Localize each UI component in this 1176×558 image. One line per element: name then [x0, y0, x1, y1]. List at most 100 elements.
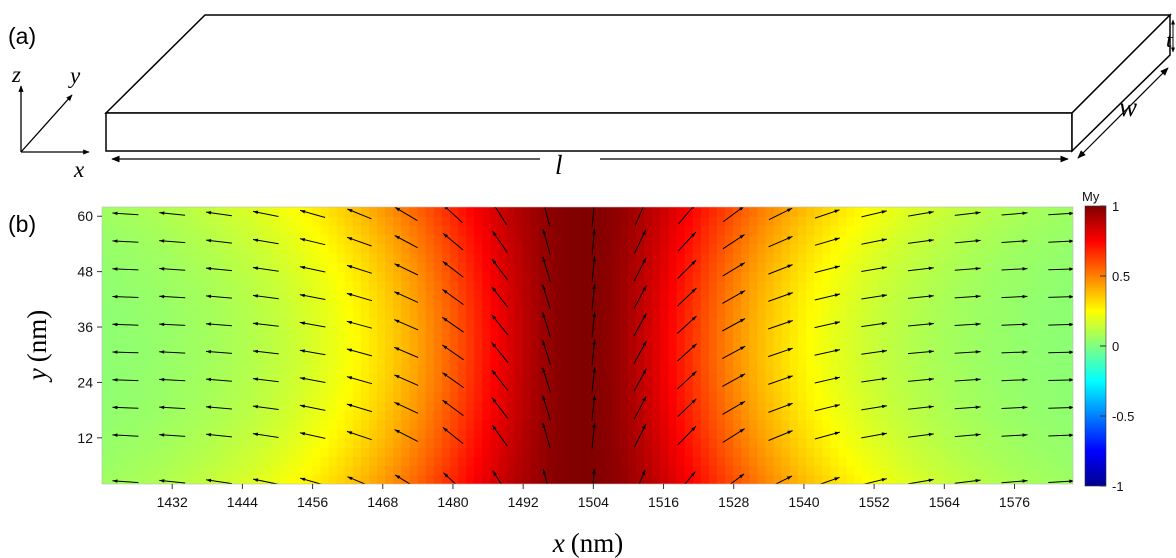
heatmap-cell	[296, 354, 305, 365]
heatmap-cell	[708, 207, 718, 217]
heatmap-cell	[579, 474, 589, 484]
heatmap-cell	[773, 465, 783, 476]
heatmap-cell	[684, 391, 694, 402]
heatmap-cell	[417, 216, 427, 227]
heatmap-cell	[312, 299, 322, 310]
heatmap-cell	[158, 373, 168, 384]
heatmap-cell	[352, 382, 362, 393]
heatmap-cell	[352, 308, 362, 319]
heatmap-cell	[417, 447, 427, 457]
heatmap-cell	[199, 262, 208, 273]
heatmap-cell	[1024, 363, 1034, 374]
heatmap-cell	[166, 363, 176, 374]
heatmap-cell	[919, 456, 928, 467]
heatmap-cell	[271, 317, 281, 328]
heatmap-cell	[409, 243, 419, 254]
heatmap-cell	[118, 437, 127, 448]
heatmap-cell	[433, 290, 443, 300]
heatmap-cell	[959, 243, 969, 254]
heatmap-cell	[207, 465, 216, 476]
heatmap-cell	[385, 290, 394, 300]
heatmap-cell	[789, 253, 799, 263]
heatmap-cell	[401, 400, 411, 411]
heatmap-cell	[466, 317, 475, 328]
heatmap-cell	[587, 382, 597, 393]
heatmap-cell	[975, 447, 985, 457]
heatmap-cell	[992, 327, 1001, 337]
heatmap-cell	[506, 290, 516, 300]
heatmap-cell	[1040, 428, 1050, 439]
heatmap-cell	[927, 400, 937, 411]
heatmap-cell	[482, 262, 491, 273]
heatmap-cell	[1024, 253, 1034, 263]
heatmap-cell	[911, 437, 920, 448]
heatmap-cell	[1056, 373, 1066, 384]
heatmap-cell	[231, 456, 241, 467]
magnetization-arrow	[768, 347, 793, 358]
heatmap-cell	[336, 465, 346, 476]
heatmap-cell	[207, 474, 216, 484]
heatmap-cell	[927, 280, 937, 291]
magnetization-arrow	[634, 207, 646, 227]
magnetization-arrow	[394, 235, 418, 249]
heatmap-cell	[239, 271, 249, 282]
heatmap-cell	[215, 363, 224, 374]
heatmap-cell	[700, 447, 710, 457]
heatmap-cell	[636, 262, 645, 273]
heatmap-cell	[619, 456, 629, 467]
heatmap-cell	[312, 290, 322, 300]
heatmap-cell	[773, 234, 783, 245]
heatmap-cell	[741, 308, 750, 319]
heatmap-cell	[1016, 456, 1026, 467]
magnetization-arrow	[299, 404, 326, 411]
heatmap-cell	[603, 373, 613, 384]
heatmap-cell	[320, 327, 330, 337]
heatmap-cell	[1008, 400, 1017, 411]
heatmap-cell	[449, 225, 459, 236]
heatmap-cell	[894, 225, 904, 236]
heatmap-cell	[1008, 280, 1017, 291]
heatmap-cell	[919, 437, 928, 448]
heatmap-cell	[191, 465, 200, 476]
heatmap-cell	[385, 419, 394, 430]
heatmap-cell	[636, 216, 645, 227]
heatmap-cell	[1048, 317, 1058, 328]
heatmap-cell	[466, 428, 475, 439]
heatmap-cell	[466, 345, 475, 356]
heatmap-cell	[482, 419, 491, 430]
heatmap-cell	[385, 336, 394, 347]
heatmap-cell	[700, 271, 710, 282]
heatmap-cell	[215, 271, 224, 282]
heatmap-cell	[547, 363, 556, 374]
heatmap-cell	[166, 262, 176, 273]
heatmap-cell	[773, 419, 783, 430]
heatmap-cell	[967, 216, 977, 227]
heatmap-cell	[498, 400, 508, 411]
heatmap-cell	[781, 474, 791, 484]
heatmap-cell	[716, 419, 726, 430]
heatmap-cell	[660, 456, 670, 467]
heatmap-cell	[304, 363, 313, 374]
heatmap-cell	[846, 373, 856, 384]
heatmap-cell	[927, 391, 937, 402]
heatmap-cell	[344, 465, 354, 476]
x-axis-var: x	[552, 528, 565, 558]
heatmap-cell	[401, 410, 411, 420]
heatmap-cell	[401, 382, 411, 393]
heatmap-cell	[174, 354, 184, 365]
heatmap-cell	[118, 447, 127, 457]
heatmap-cell	[474, 382, 483, 393]
heatmap-cell	[555, 382, 564, 393]
magnetization-arrow	[768, 292, 793, 302]
heatmap-cell	[757, 299, 767, 310]
heatmap-cell	[636, 317, 645, 328]
heatmap-cell	[894, 382, 904, 393]
heatmap-cell	[377, 225, 386, 236]
heatmap-cell	[328, 382, 338, 393]
heatmap-cell	[983, 447, 993, 457]
heatmap-cell	[878, 216, 888, 227]
heatmap-cell	[360, 207, 370, 217]
heatmap-cell	[393, 419, 402, 430]
heatmap-cell	[506, 400, 516, 411]
heatmap-cell	[199, 216, 208, 227]
